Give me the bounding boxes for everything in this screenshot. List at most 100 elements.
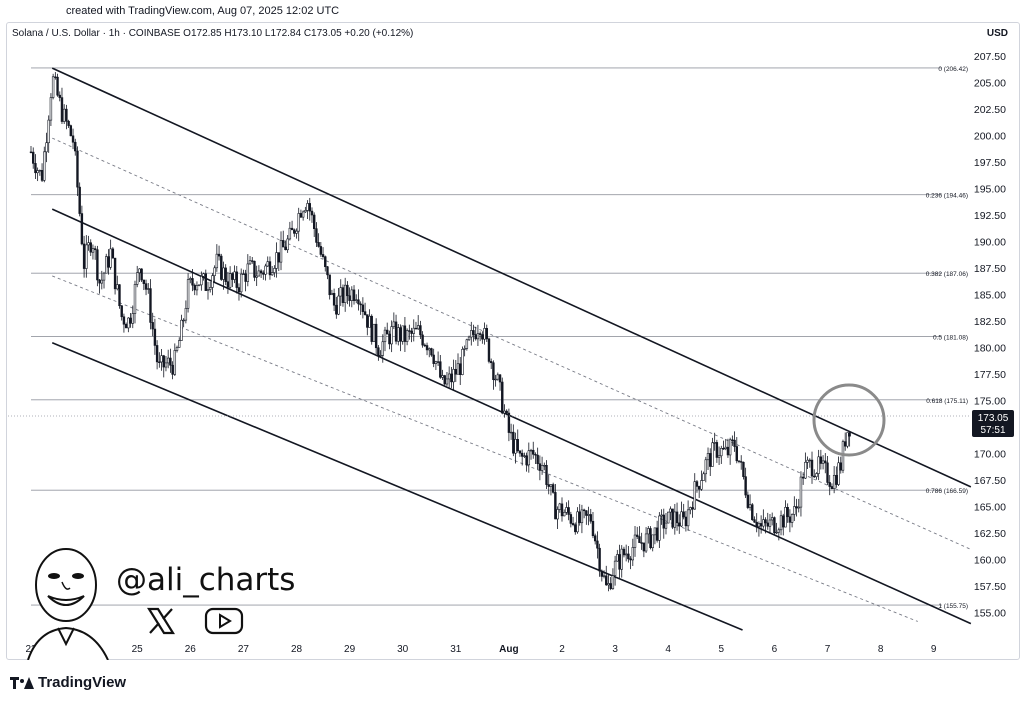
- candle-body: [138, 268, 141, 274]
- price-axis: 155.00 157.50 160.00 162.50 165.00 167.50 170.…: [974, 51, 1006, 620]
- candle-body: [565, 507, 568, 513]
- candle-body: [206, 289, 210, 291]
- y-tick-12: 185.00: [974, 290, 1006, 302]
- y-tick-8: 175.00: [974, 396, 1006, 408]
- candle-body: [301, 211, 305, 218]
- candle-body: [74, 141, 77, 152]
- candle-body: [821, 460, 825, 464]
- candle-body: [655, 527, 659, 541]
- candle-body: [255, 275, 258, 278]
- candle-body: [664, 522, 668, 529]
- candle-body: [622, 548, 626, 556]
- candle-body: [268, 261, 272, 276]
- candle-body: [233, 271, 236, 280]
- candle-body: [124, 323, 128, 329]
- x-logo-icon: [147, 607, 175, 635]
- candle-body: [711, 442, 714, 467]
- candle-body: [633, 534, 637, 548]
- candle-body: [65, 108, 68, 122]
- candle-body: [80, 213, 84, 245]
- candle-body: [600, 570, 604, 577]
- candle-body: [658, 515, 661, 541]
- candle-body: [222, 267, 225, 280]
- candle-body: [762, 519, 765, 527]
- candle-body: [773, 517, 776, 534]
- candle-body: [273, 268, 276, 273]
- x-tick-12: 4: [665, 644, 671, 655]
- candle-body: [217, 253, 221, 257]
- tradingview-logo[interactable]: TradingView: [10, 674, 126, 691]
- candle-body: [810, 459, 814, 477]
- candle-body: [49, 97, 53, 121]
- candle-body: [578, 511, 581, 524]
- candle-body: [282, 240, 285, 248]
- candle-body: [62, 108, 66, 122]
- candle-body: [96, 249, 99, 281]
- candle-body: [193, 284, 196, 291]
- candle-body: [237, 287, 241, 293]
- candle-body: [746, 494, 750, 508]
- candle-body: [357, 299, 360, 305]
- candle-body: [439, 361, 442, 378]
- candle-body: [434, 361, 438, 364]
- candle-body: [213, 267, 216, 276]
- candle-body: [169, 357, 172, 366]
- candle-body: [54, 76, 57, 78]
- candle-body: [717, 455, 721, 458]
- y-tick-15: 192.50: [974, 210, 1006, 222]
- created-caption: created with TradingView.com, Aug 07, 20…: [66, 5, 340, 17]
- candle-body: [728, 439, 732, 456]
- y-tick-4: 165.00: [974, 502, 1006, 514]
- currency-label[interactable]: USD: [986, 28, 1008, 39]
- candle-body: [660, 514, 663, 517]
- candle-body: [620, 548, 623, 570]
- candle-body: [689, 507, 692, 511]
- candle-body: [680, 511, 683, 527]
- symbol-legend[interactable]: Solana / U.S. Dollar · 1h · COINBASE O17…: [12, 28, 414, 39]
- candle-body: [507, 412, 511, 433]
- candle-body: [290, 227, 294, 231]
- candle-body: [40, 170, 44, 181]
- candle-body: [700, 480, 703, 490]
- candle-body: [445, 378, 449, 385]
- channel-line-0: [51, 67, 972, 488]
- youtube-icon: [204, 607, 244, 635]
- candle-body: [149, 288, 152, 323]
- candle-body: [525, 455, 528, 466]
- tradingview-mark-icon: [10, 676, 34, 689]
- candle-body: [118, 284, 121, 307]
- candle-body: [454, 368, 457, 375]
- candle-body: [215, 253, 219, 269]
- candle-body: [520, 452, 524, 457]
- candle-body: [441, 375, 444, 378]
- candle-body: [715, 442, 719, 458]
- candle-body: [195, 285, 199, 291]
- candle-body: [284, 246, 287, 251]
- candle-body: [740, 461, 743, 463]
- candle-body: [450, 373, 453, 383]
- candle-body: [461, 349, 464, 375]
- candle-body: [175, 347, 179, 351]
- avatar-sketch: [27, 548, 109, 660]
- candle-body: [82, 243, 86, 269]
- x-tick-9: Aug: [499, 644, 518, 655]
- watermark-handle: @ali_charts: [116, 562, 296, 598]
- candle-body: [312, 214, 316, 229]
- candle-body: [848, 432, 851, 437]
- candle-body: [649, 528, 652, 549]
- candle-body: [113, 257, 117, 290]
- candle-body: [142, 279, 146, 284]
- candle-body: [775, 531, 778, 534]
- candle-body: [722, 448, 725, 450]
- candle-body: [695, 481, 699, 487]
- tradingview-wordmark: TradingView: [38, 674, 127, 691]
- candle-body: [766, 522, 769, 527]
- candle-body: [576, 511, 579, 533]
- candle-body: [366, 314, 369, 328]
- candle-body: [184, 307, 188, 321]
- candle-body: [67, 120, 70, 126]
- candle-body: [155, 345, 159, 363]
- candle-body: [392, 321, 396, 327]
- candle-body: [153, 328, 157, 346]
